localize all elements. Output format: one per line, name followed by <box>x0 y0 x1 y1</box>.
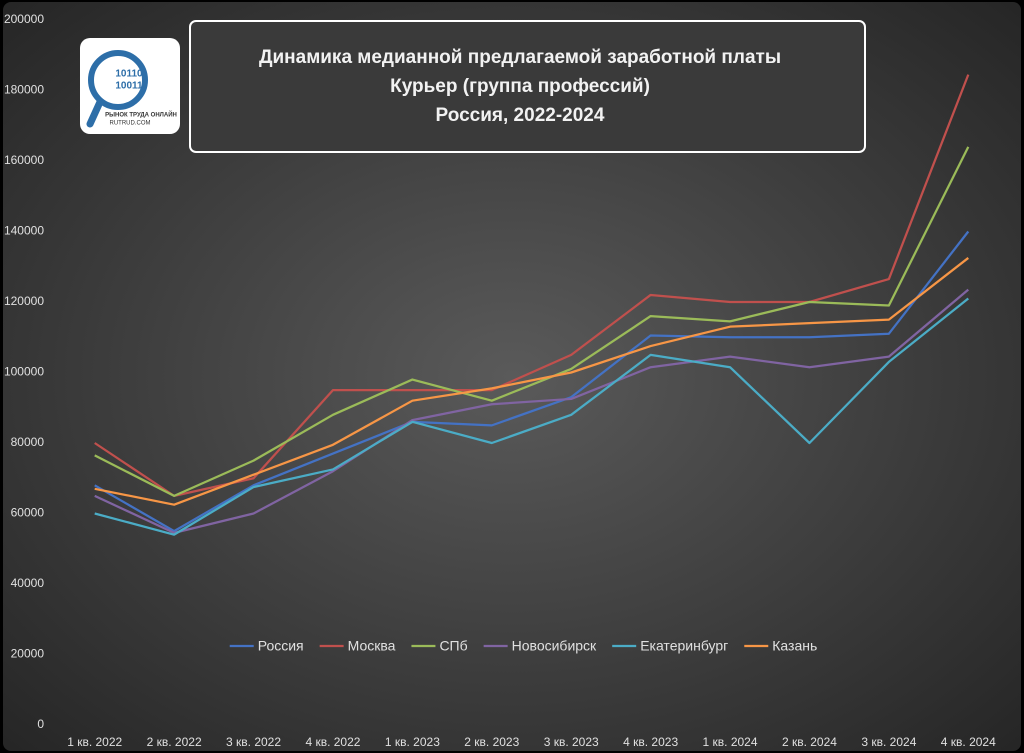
y-tick-label: 40000 <box>11 576 45 590</box>
series-line <box>94 146 970 497</box>
logo-bg <box>80 38 180 134</box>
y-tick-label: 0 <box>37 717 44 731</box>
x-tick-label: 1 кв. 2023 <box>385 735 440 749</box>
series-line <box>94 297 969 536</box>
y-tick-label: 160000 <box>4 153 44 167</box>
series-line <box>94 257 969 506</box>
chart-subtitle: Россия, 2022-2024 <box>436 105 605 126</box>
logo-handle <box>86 98 104 128</box>
series-line <box>94 230 970 533</box>
x-tick-label: 4 кв. 2023 <box>623 735 678 749</box>
logo-digits: 10110 <box>115 69 143 80</box>
logo: 10110 10011 РЫНОК ТРУДА ОНЛАЙН RUTRUD.CO… <box>80 38 180 134</box>
y-tick-label: 180000 <box>4 83 44 97</box>
y-tick-label: 60000 <box>11 506 45 520</box>
y-tick-label: 100000 <box>4 365 44 379</box>
x-tick-label: 3 кв. 2023 <box>544 735 599 749</box>
logo-digits: 10011 <box>115 81 143 92</box>
x-tick-label: 2 кв. 2023 <box>464 735 519 749</box>
y-tick-label: 200000 <box>4 12 44 26</box>
legend-label: Новосибирск <box>512 638 597 654</box>
y-tick-label: 20000 <box>11 647 45 661</box>
y-tick-label: 120000 <box>4 294 44 308</box>
title-box <box>189 20 866 153</box>
chart-title: Динамика медианной предлагаемой заработн… <box>259 47 781 68</box>
legend-label: Казань <box>772 638 817 654</box>
logo-lens <box>88 50 148 110</box>
x-tick-label: 4 кв. 2024 <box>941 735 996 749</box>
x-tick-label: 2 кв. 2022 <box>147 735 202 749</box>
logo-text: РЫНОК ТРУДА ОНЛАЙН <box>105 111 177 119</box>
background <box>3 2 1021 751</box>
y-tick-label: 140000 <box>4 224 44 238</box>
x-tick-label: 1 кв. 2022 <box>67 735 122 749</box>
legend-label: Москва <box>348 638 396 654</box>
series-line <box>94 74 970 497</box>
x-tick-label: 4 кв. 2022 <box>305 735 360 749</box>
x-tick-label: 3 кв. 2022 <box>226 735 281 749</box>
legend-label: СПб <box>439 638 467 654</box>
y-tick-label: 80000 <box>11 435 45 449</box>
legend-label: Екатеринбург <box>640 638 728 654</box>
x-tick-label: 1 кв. 2024 <box>703 735 758 749</box>
chart-subtitle: Курьер (группа профессий) <box>390 76 650 97</box>
x-tick-label: 2 кв. 2024 <box>782 735 837 749</box>
legend-label: Россия <box>258 638 304 654</box>
series-line <box>94 288 970 535</box>
x-tick-label: 3 кв. 2024 <box>861 735 916 749</box>
logo-url: RUTRUD.COM <box>110 121 151 127</box>
